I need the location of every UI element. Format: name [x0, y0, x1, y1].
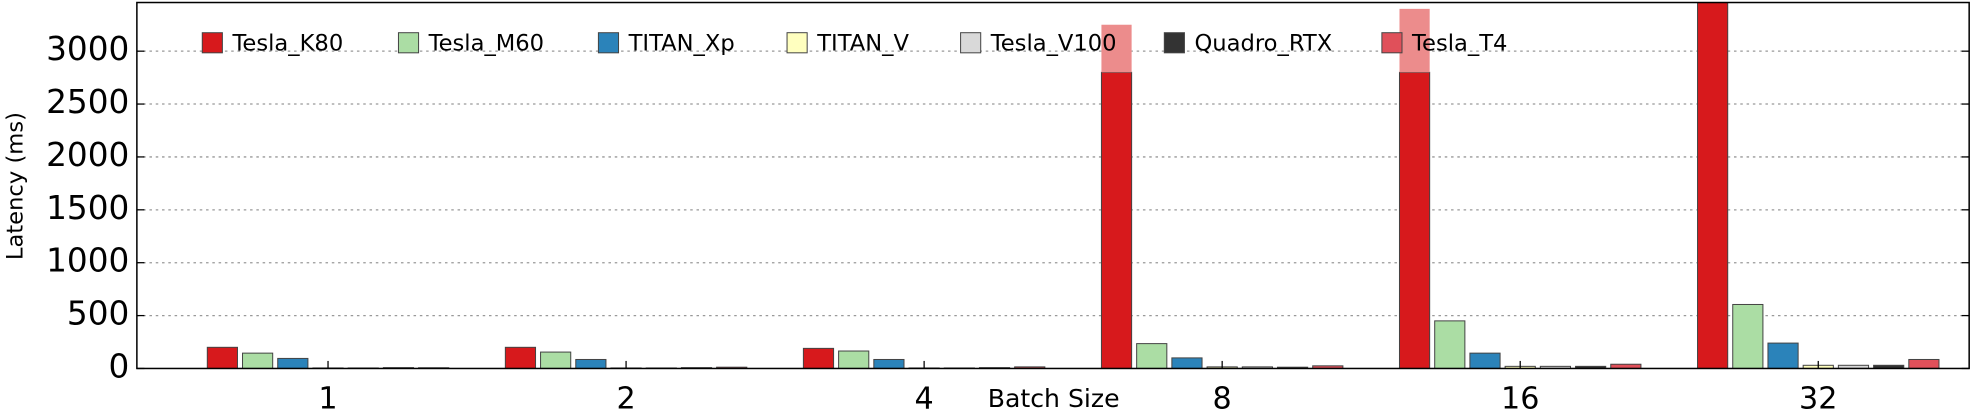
bar [873, 358, 905, 369]
plot-frame [136, 1, 1970, 370]
bar [838, 350, 870, 369]
legend-label: Tesla_V100 [990, 31, 1117, 57]
y-tick-label: 2500 [46, 83, 129, 121]
bar-upper [1101, 24, 1132, 73]
legend-label: Tesla_K80 [231, 31, 343, 57]
y-tick-label: 1500 [46, 189, 129, 227]
x-tick-label: 1 [318, 381, 337, 415]
legend-swatch [786, 32, 808, 54]
bar [802, 347, 835, 369]
bar [1732, 303, 1764, 369]
bar [242, 352, 274, 369]
bar [575, 358, 607, 369]
legend-swatch [1163, 32, 1185, 54]
bar [1767, 342, 1799, 369]
x-tick-label: 32 [1799, 381, 1837, 415]
bar-upper [1399, 8, 1430, 73]
y-tick-label: 1000 [46, 242, 129, 280]
bar [1908, 358, 1940, 369]
legend-label: Quadro_RTX [1194, 31, 1332, 57]
y-tick-label: 2000 [46, 136, 129, 174]
bar [504, 346, 537, 369]
bar [206, 346, 238, 369]
bar [277, 357, 309, 369]
bar [540, 351, 572, 369]
y-tick-label: 500 [67, 295, 129, 333]
legend-swatch [1381, 32, 1403, 54]
bar [1398, 71, 1431, 369]
x-axis-label: Batch Size [988, 384, 1120, 413]
legend-swatch [960, 32, 982, 54]
bar [1171, 357, 1203, 369]
y-tick-label: 3000 [46, 30, 129, 68]
bar [1697, 2, 1729, 369]
bar [1100, 71, 1133, 369]
legend-label: Tesla_M60 [428, 31, 544, 57]
bar [1539, 365, 1572, 369]
legend-label: Tesla_T4 [1411, 31, 1507, 57]
legend-swatch [397, 32, 420, 54]
x-tick-label: 8 [1213, 381, 1232, 415]
x-tick-label: 16 [1501, 381, 1539, 415]
bar [1469, 352, 1501, 369]
bars [206, 2, 1940, 369]
bar [1312, 365, 1344, 369]
x-tick-label: 2 [616, 381, 635, 415]
bar [1434, 320, 1466, 369]
y-tick-label: 0 [109, 347, 130, 385]
x-tick-label: 4 [915, 381, 934, 415]
legend-swatch [201, 32, 223, 54]
y-axis-label: Latency (ms) [3, 112, 29, 260]
legend-label: TITAN_V [816, 31, 909, 57]
bar [1136, 343, 1168, 369]
legend-swatch [597, 32, 620, 54]
legend-label: TITAN_Xp [628, 31, 735, 57]
bar [1575, 365, 1607, 369]
